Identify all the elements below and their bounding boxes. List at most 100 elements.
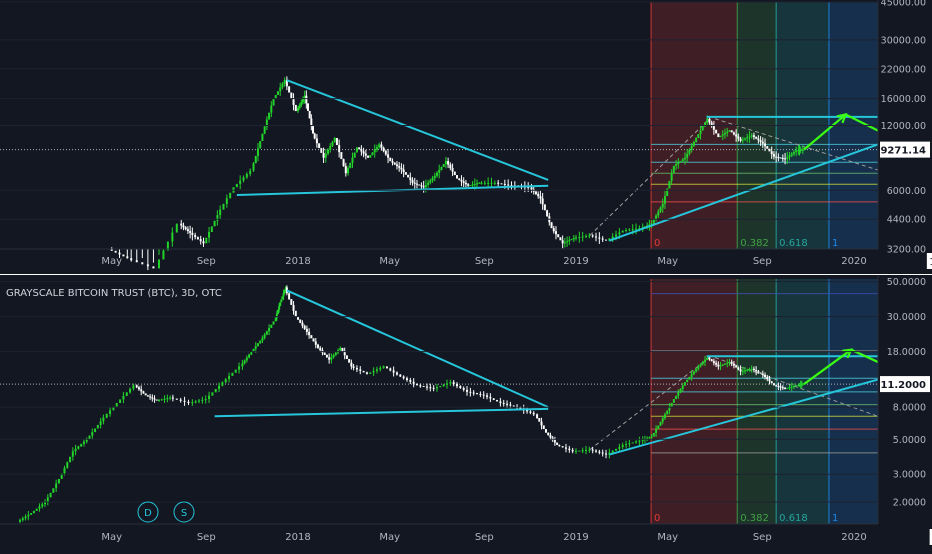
candle-body: [710, 122, 713, 127]
date-flag[interactable]: [926, 253, 932, 269]
candle-body: [320, 148, 323, 153]
candle-body: [129, 388, 132, 393]
candle-body: [449, 382, 452, 384]
triangle-lower-trendline[interactable]: [214, 407, 549, 418]
candle-body: [601, 238, 604, 240]
time-tick-label: 2018: [285, 532, 310, 543]
candle-body: [189, 231, 192, 233]
candle-body: [225, 198, 228, 204]
candle-body: [389, 157, 392, 162]
candle-body: [300, 101, 303, 105]
candle-body: [487, 182, 490, 184]
candle-body: [543, 204, 546, 211]
pane-bitcoin[interactable]: 00.3820.61811.3821.61822.3822.61830.7860…: [0, 0, 932, 274]
candle-body: [721, 134, 724, 136]
last-price-badge[interactable]: [880, 141, 930, 158]
candle-body: [507, 184, 510, 186]
date-flag[interactable]: [929, 529, 932, 545]
candle-body: [398, 166, 401, 168]
candle-body: [250, 351, 253, 355]
candle-body: [552, 228, 555, 232]
candle-body: [509, 404, 512, 406]
time-tick-label: May: [101, 532, 122, 543]
candle-body: [274, 317, 277, 322]
candle-body: [453, 171, 456, 176]
candle-body: [532, 412, 535, 415]
fib-time-zone: [651, 279, 738, 524]
candle-body: [270, 324, 273, 328]
candle-body: [298, 104, 301, 109]
candle-body: [290, 92, 293, 99]
candle-body: [692, 371, 695, 375]
candle-body: [419, 385, 422, 387]
candle-body: [355, 147, 358, 153]
candle-body: [261, 337, 264, 341]
candle-body: [254, 155, 257, 164]
candle-body: [585, 449, 588, 451]
candle-body: [380, 144, 383, 148]
candle-body: [657, 211, 660, 216]
candle-body: [677, 392, 680, 396]
time-tick-label: May: [101, 256, 122, 267]
candle-body: [670, 173, 673, 181]
candle-body: [755, 136, 758, 139]
candle-body: [198, 400, 201, 402]
candle-body: [699, 130, 702, 135]
candle-body: [234, 369, 237, 373]
candle-body: [728, 361, 731, 363]
candle-body: [367, 155, 370, 158]
candle-body: [648, 437, 651, 439]
candle-body: [358, 147, 361, 150]
candle-body: [52, 488, 55, 493]
candle-body: [352, 366, 355, 368]
candle-body: [458, 178, 461, 180]
candle-body: [256, 148, 259, 156]
candle-body: [279, 87, 282, 92]
candle-body: [126, 256, 129, 259]
candle-body: [646, 225, 649, 227]
dividend-marker[interactable]: [137, 501, 159, 523]
candle-body: [335, 137, 338, 146]
candle-body: [35, 508, 38, 511]
triangle-upper-trendline[interactable]: [286, 289, 549, 409]
price-tick-label: 6000.00: [887, 186, 926, 197]
candle-body: [122, 395, 125, 400]
candle-body: [294, 104, 297, 112]
candle-body: [748, 136, 751, 138]
candle-body: [146, 264, 149, 267]
candle-body: [375, 147, 378, 150]
price-tick-label: 30.0000: [887, 312, 926, 323]
candle-body: [265, 331, 268, 335]
candle-body: [339, 347, 342, 351]
candle-body: [196, 237, 199, 240]
candle-body: [661, 418, 664, 422]
candle-body: [310, 335, 313, 339]
candle-body: [638, 440, 641, 442]
candle-body: [362, 151, 365, 154]
candle-body: [418, 184, 421, 186]
triangle-upper-trendline[interactable]: [286, 79, 549, 181]
candle-body: [378, 144, 381, 148]
pane-gbtc[interactable]: 00.3820.61811.3821.61822.3822.61831.6181…: [0, 275, 932, 550]
candle-body: [492, 398, 495, 400]
candle-body: [792, 152, 795, 154]
candle-body: [688, 376, 691, 380]
last-price-badge[interactable]: [880, 376, 930, 393]
candle-body: [153, 398, 156, 400]
candle-body: [598, 237, 601, 239]
candle-body: [57, 478, 60, 484]
candle-body: [288, 293, 291, 300]
candle-body: [228, 375, 231, 380]
candle-body: [730, 130, 733, 133]
candle-body: [506, 403, 509, 405]
candle-body: [739, 369, 742, 372]
candle-body: [456, 384, 459, 387]
candle-body: [400, 167, 403, 170]
candle-body: [365, 372, 368, 374]
candle-body: [422, 186, 425, 188]
candle-body: [382, 147, 385, 152]
split-marker[interactable]: [173, 501, 195, 523]
candle-body: [628, 229, 631, 231]
candle-body: [591, 449, 594, 451]
candle-body: [719, 135, 722, 138]
